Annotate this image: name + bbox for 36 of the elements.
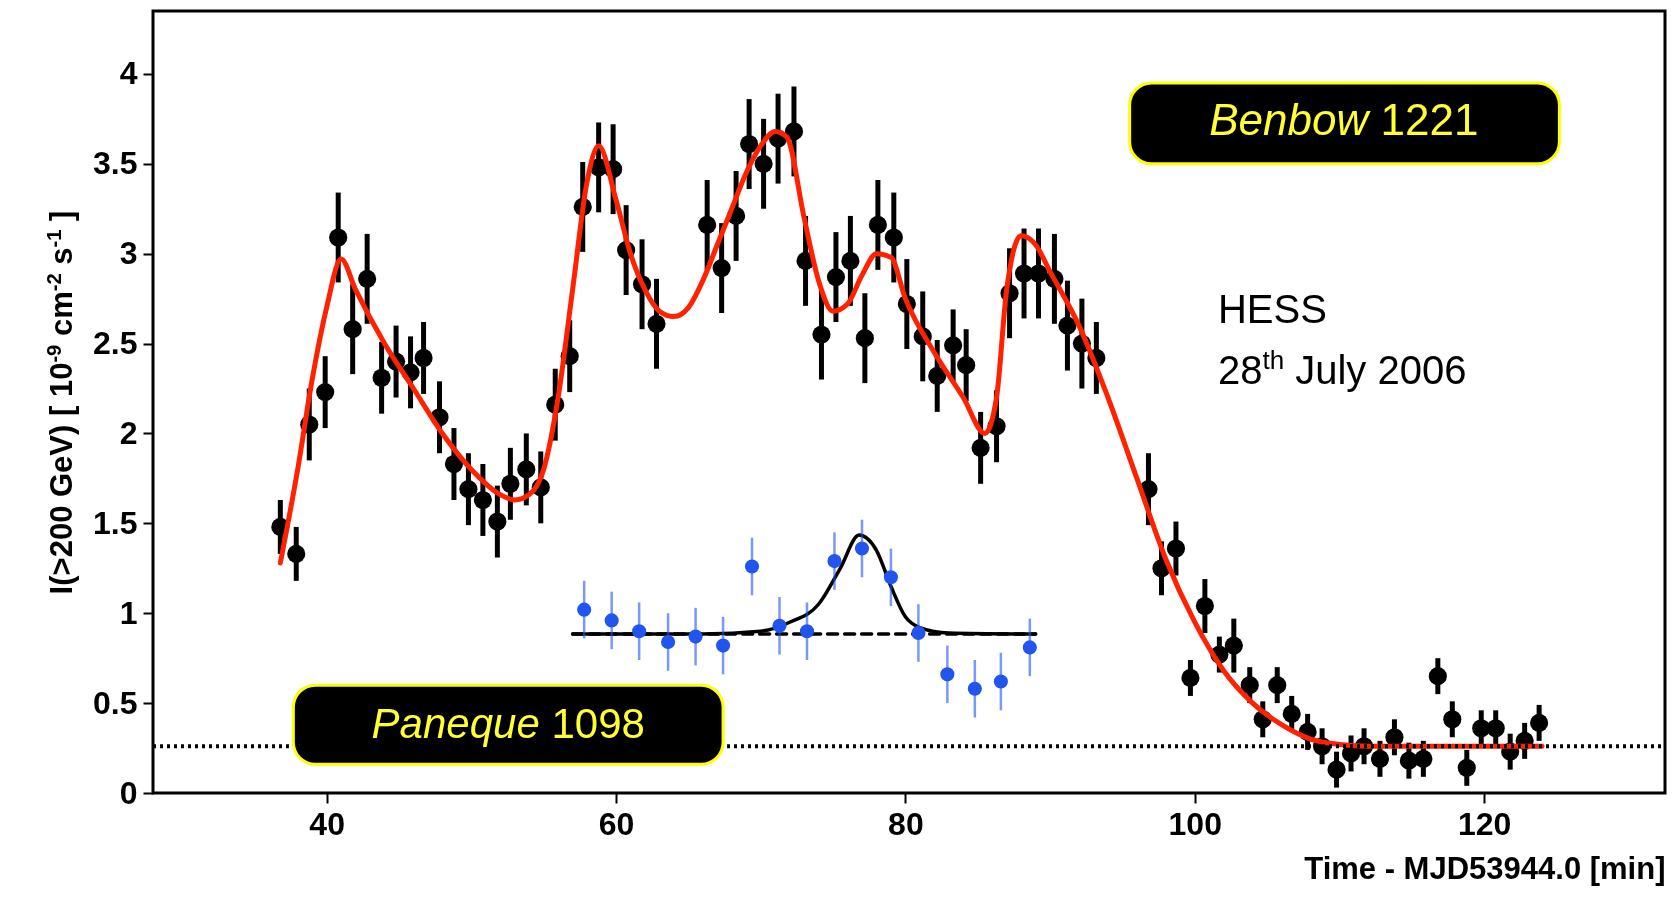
- point: [688, 629, 703, 644]
- annotation: Paneque 1098: [371, 699, 645, 747]
- y-tick-label: 2.5: [93, 325, 138, 362]
- annotation: Benbow 1221: [1209, 95, 1479, 145]
- point: [799, 624, 815, 639]
- x-tick-label: 40: [309, 805, 345, 842]
- point: [772, 618, 787, 633]
- point: [993, 674, 1008, 689]
- point: [744, 559, 760, 574]
- x-tick-label: 60: [598, 805, 635, 842]
- y-tick-label: 0.5: [93, 684, 138, 721]
- y-tick-label: 3: [119, 235, 138, 272]
- annotation: HESS: [1217, 287, 1327, 332]
- point: [883, 570, 898, 585]
- point: [716, 638, 731, 653]
- y-tick-label: 3.5: [93, 145, 138, 182]
- point: [911, 625, 926, 641]
- point: [604, 613, 619, 628]
- point: [854, 541, 870, 556]
- point: [661, 634, 676, 650]
- x-tick-label: 80: [888, 805, 924, 842]
- point: [1022, 640, 1037, 655]
- y-tick-label: 1.5: [93, 504, 138, 541]
- annotation: 28$^{th}$ July 2006: [1217, 345, 1467, 393]
- y-tick-label: 4: [119, 55, 138, 92]
- x-tick-label: 120: [1457, 805, 1512, 842]
- x-axis-title: Time - MJD53944.0 [min]: [1304, 850, 1666, 886]
- point: [632, 624, 647, 639]
- y-tick-label: 1: [119, 594, 138, 631]
- y-tick-label: 0: [119, 774, 138, 811]
- point: [967, 681, 982, 696]
- point: [577, 602, 592, 617]
- point: [940, 667, 955, 682]
- point: [827, 554, 842, 569]
- y-tick-label: 2: [119, 414, 138, 451]
- x-tick-label: 100: [1168, 805, 1222, 842]
